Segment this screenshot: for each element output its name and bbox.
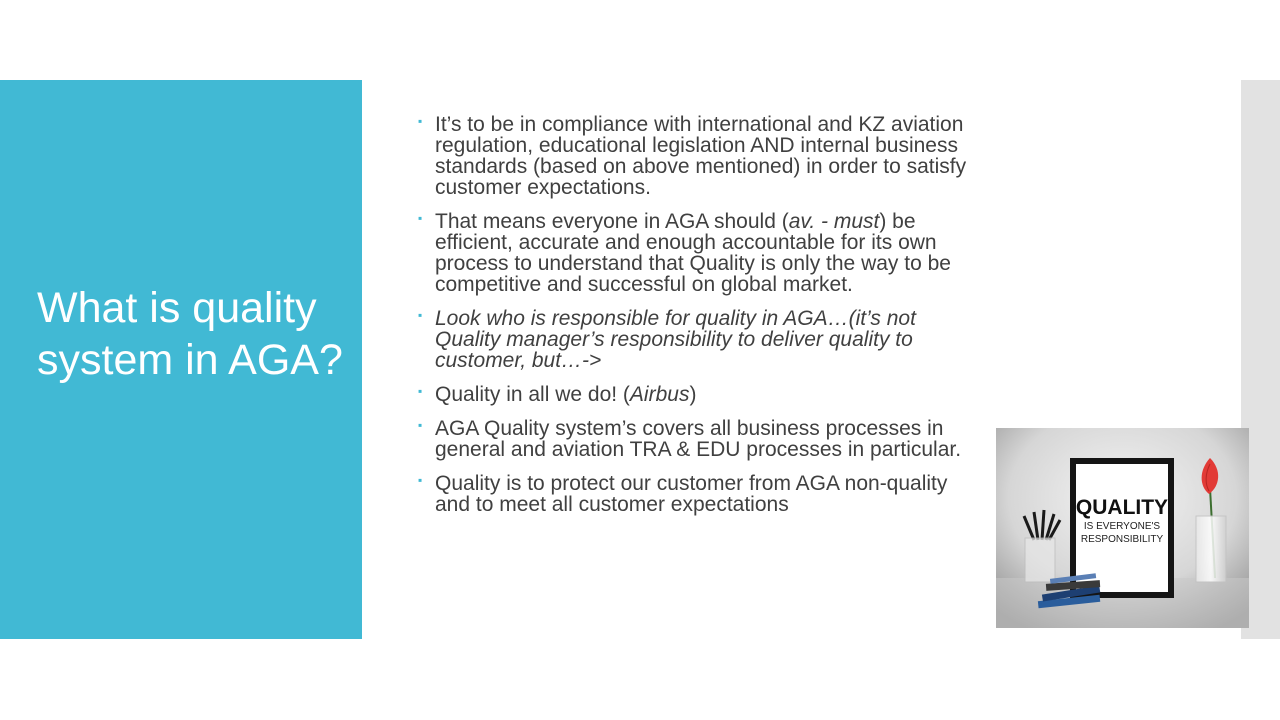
bullet-marker-icon: ▪ xyxy=(418,211,423,225)
vase-flower xyxy=(1195,458,1227,583)
bullet-text-segment: av. - must xyxy=(788,210,880,233)
bullet-list: ▪ It’s to be in compliance with internati… xyxy=(416,114,976,528)
title-panel xyxy=(0,80,362,639)
sign-line-2: IS EVERYONE'S xyxy=(1084,521,1161,532)
bullet-marker-icon: ▪ xyxy=(418,114,423,128)
bullet-item: ▪ AGA Quality system’s covers all busines… xyxy=(416,418,976,460)
bullet-item: ▪ Quality in all we do! (Airbus) xyxy=(416,384,976,405)
bullet-text-segment: AGA Quality system’s covers all business… xyxy=(435,417,962,461)
bullet-item: ▪ Look who is responsible for quality in … xyxy=(416,308,976,371)
bullet-text: It’s to be in compliance with internatio… xyxy=(435,113,966,199)
bullet-item: ▪ That means everyone in AGA should (av. … xyxy=(416,211,976,295)
bullet-text-segment: Airbus xyxy=(629,383,690,406)
bullet-marker-icon: ▪ xyxy=(418,308,423,322)
bullet-text-segment: ) xyxy=(689,383,697,406)
bullet-text: AGA Quality system’s covers all business… xyxy=(435,417,961,461)
bullet-text: Quality in all we do! (Airbus) xyxy=(435,383,696,406)
sign-line-1: QUALITY xyxy=(1076,496,1168,519)
slide-title: What is quality system in AGA? xyxy=(37,284,343,384)
bullet-text-segment: It’s to be in compliance with internatio… xyxy=(435,113,967,199)
bullet-marker-icon: ▪ xyxy=(418,418,423,432)
bullet-text-segment: Quality in all we do! ( xyxy=(435,383,630,406)
bullet-marker-icon: ▪ xyxy=(418,473,423,487)
bullet-text-segment: Look who is responsible for quality in A… xyxy=(435,307,916,372)
bullet-text-segment: Quality is to protect our customer from … xyxy=(435,472,948,516)
bullet-text: Quality is to protect our customer from … xyxy=(435,472,947,516)
bullet-item: ▪ Quality is to protect our customer from… xyxy=(416,473,976,515)
bullet-item: ▪ It’s to be in compliance with internati… xyxy=(416,114,976,198)
bullet-text: That means everyone in AGA should (av. -… xyxy=(435,210,951,296)
bullet-marker-icon: ▪ xyxy=(418,384,423,398)
sign-line-3: RESPONSIBILITY xyxy=(1081,534,1164,545)
book-stack xyxy=(1037,573,1101,609)
bullet-text-segment: ) be efficient, accurate and enough acco… xyxy=(435,210,951,296)
bullet-text: Look who is responsible for quality in A… xyxy=(435,307,916,372)
quality-photo: QUALITY IS EVERYONE'S RESPONSIBILITY xyxy=(996,428,1249,628)
bullet-text-segment: That means everyone in AGA should ( xyxy=(435,210,789,233)
pen-cup xyxy=(1022,509,1062,583)
sign-frame: QUALITY IS EVERYONE'S RESPONSIBILITY xyxy=(1070,458,1174,598)
